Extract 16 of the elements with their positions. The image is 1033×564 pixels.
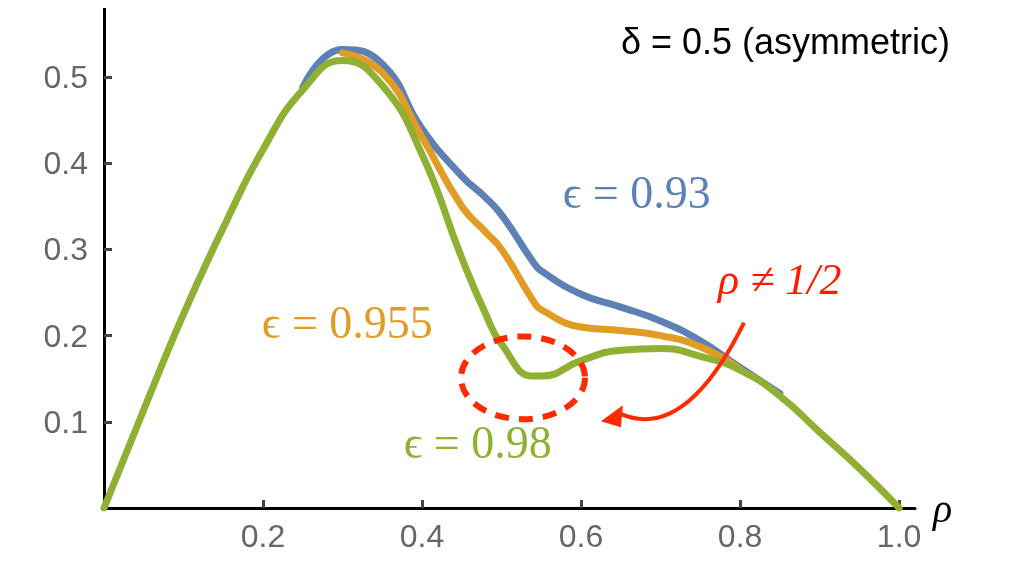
y-tick-label: 0.3	[43, 231, 88, 268]
chart-title: δ = 0.5 (asymmetric)	[620, 20, 951, 62]
x-tick-label: 0.6	[558, 518, 604, 554]
y-tick-label: 0.2	[43, 317, 88, 354]
x-tick-label: 0.4	[399, 518, 445, 554]
series-label: ϵ = 0.98	[403, 417, 552, 469]
x-tick-label: 0.2	[240, 518, 286, 554]
series-label: ϵ = 0.955	[261, 296, 433, 348]
x-axis-title: ρ	[931, 485, 953, 531]
x-tick-label: 1.0	[876, 518, 922, 554]
series-label: ϵ = 0.93	[562, 167, 711, 219]
annotation: ρ ≠ 1/2	[716, 254, 842, 304]
y-tick-label: 0.4	[43, 145, 88, 182]
y-tick-label: 0.5	[43, 58, 88, 95]
y-tick-label: 0.1	[43, 403, 88, 440]
x-tick-label: 0.8	[717, 518, 763, 554]
